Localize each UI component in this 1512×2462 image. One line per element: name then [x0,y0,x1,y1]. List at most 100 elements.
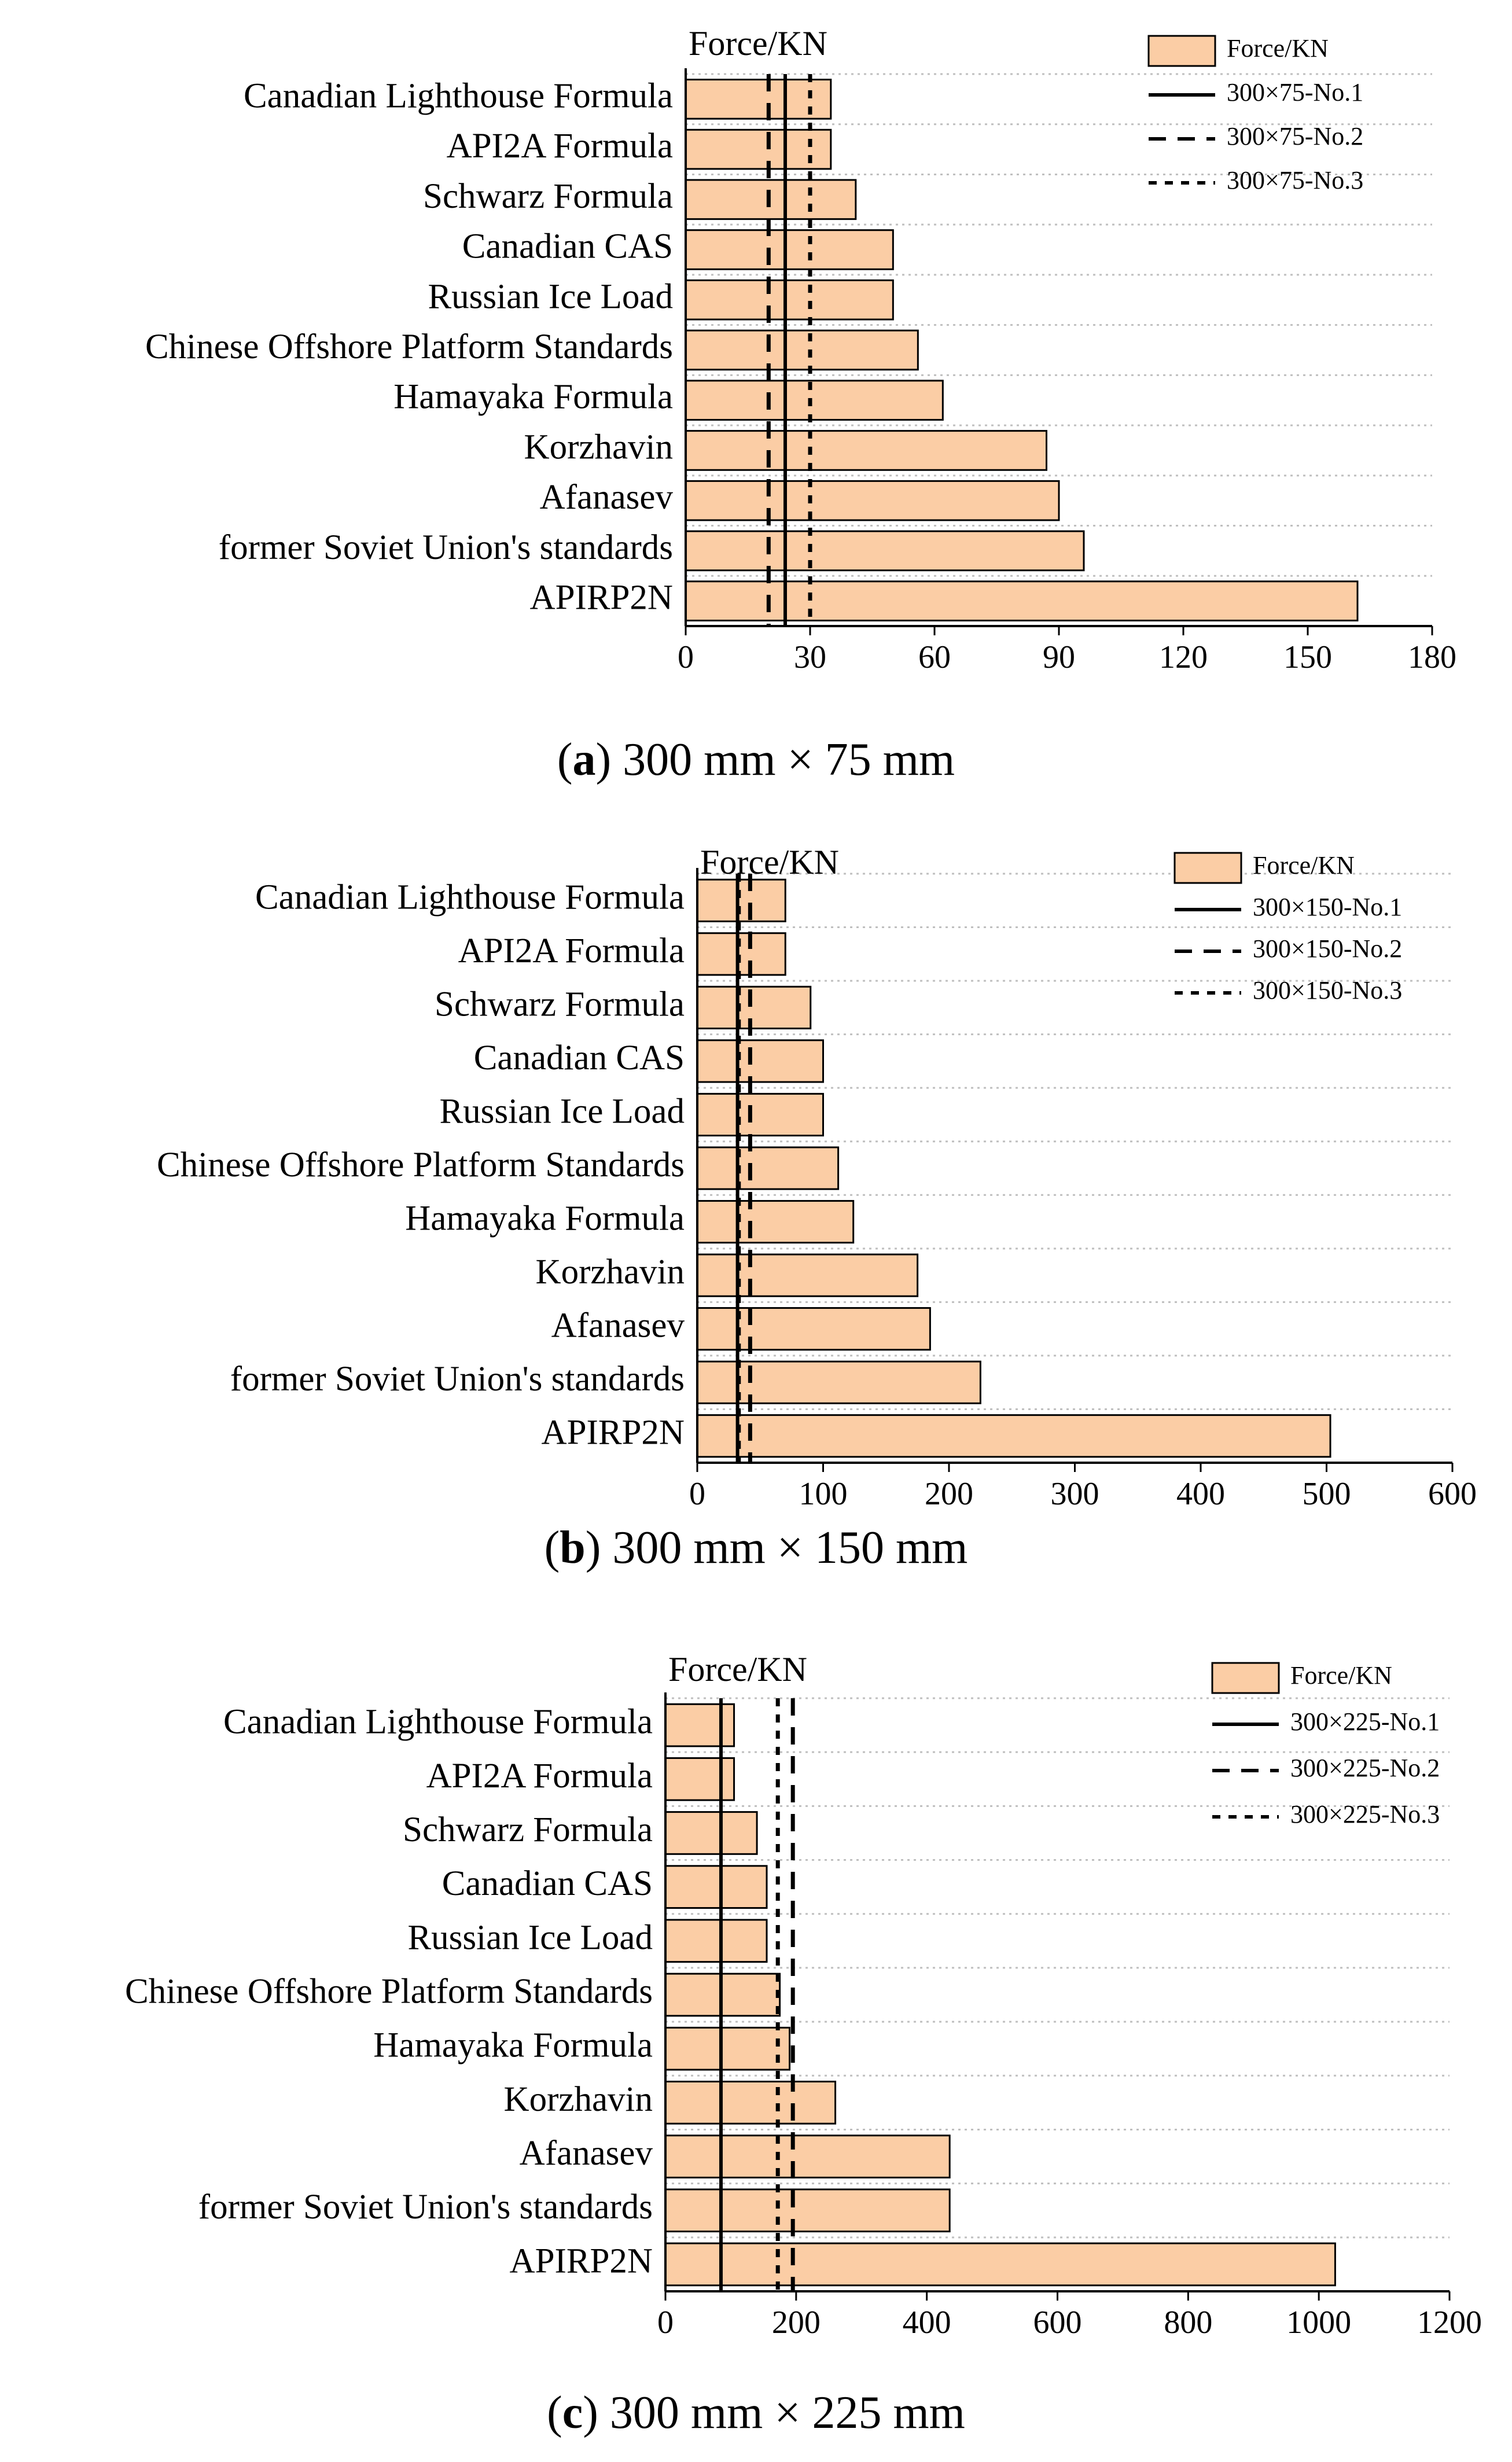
bar-6 [685,329,919,371]
chart-a: Canadian Lighthouse Formula API2A Formula… [145,24,1456,675]
category-label: Russian Ice Load [408,1918,653,1957]
bar-5 [696,1092,824,1137]
category-label: Canadian Lighthouse Formula [223,1703,653,1742]
legend-label: 300×225-No.1 [1290,1707,1440,1736]
x-tick-label: 1200 [1417,2305,1482,2340]
legend-label: 300×75-No.1 [1227,78,1363,106]
category-label: Schwarz Formula [423,177,673,216]
category-label: Afanasev [540,478,674,517]
bar-8 [664,2081,837,2125]
category-label: Hamayaka Formula [405,1199,685,1238]
category-label: Schwarz Formula [435,985,685,1024]
x-tick-label: 600 [1033,2305,1082,2340]
bar-2 [685,128,832,170]
category-label: Korzhavin [504,2080,653,2119]
axis-title: Force/KN [668,1650,807,1688]
category-label: API2A Formula [447,127,673,165]
axis-title: Force/KN [700,843,839,881]
bar-10 [664,2188,951,2233]
bar-7 [696,1199,855,1244]
x-tick-label: 60 [918,639,951,675]
bar-2 [664,1757,735,1801]
bar-5 [685,279,894,321]
legend-label: 300×75-No.3 [1227,166,1363,194]
x-tick-label: 200 [772,2305,821,2340]
legend-label: Force/KN [1253,851,1355,879]
category-label: Chinese Offshore Platform Standards [145,327,673,366]
chart-b: Canadian Lighthouse Formula API2A Formula… [157,843,1477,1512]
chart-c: Canadian Lighthouse Formula API2A Formula… [125,1650,1482,2340]
x-tick-label: 0 [678,639,694,675]
x-tick-label: 150 [1283,639,1332,675]
bar-4 [696,1039,824,1083]
x-tick-label: 400 [903,2305,951,2340]
category-label: Hamayaka Formula [393,378,673,417]
bar-1 [696,878,786,922]
bar-10 [696,1360,981,1404]
category-label: Canadian Lighthouse Formula [244,76,673,115]
bar-11 [685,580,1359,621]
bar-3 [664,1811,758,1855]
bar-9 [696,1307,931,1351]
bar-8 [685,430,1047,471]
bar-7 [664,2026,791,2071]
x-tick-label: 1000 [1286,2305,1351,2340]
category-label: Canadian Lighthouse Formula [255,878,685,917]
category-label: APIRP2N [530,579,673,617]
category-label: Canadian CAS [474,1039,685,1077]
bar-4 [664,1865,768,1909]
category-label: Afanasev [551,1307,685,1345]
bar-5 [664,1919,768,1963]
category-label: API2A Formula [426,1757,653,1795]
legend-label: 300×225-No.2 [1290,1754,1440,1782]
axis-title: Force/KN [689,24,827,62]
bar-10 [685,530,1085,572]
bar-9 [685,480,1060,521]
bar-4 [685,229,894,270]
x-tick-label: 120 [1159,639,1208,675]
category-label: Chinese Offshore Platform Standards [157,1146,685,1184]
category-label: Afanasev [520,2134,653,2173]
legend-label: Force/KN [1290,1661,1392,1690]
category-label: Schwarz Formula [403,1810,653,1849]
caption-a: (a) 300 mm × 75 mm [557,734,955,785]
x-tick-label: 400 [1176,1476,1225,1512]
legend-bar-swatch [1211,1662,1280,1694]
category-label: Canadian CAS [462,227,673,266]
bar-3 [696,985,812,1029]
x-tick-label: 90 [1043,639,1075,675]
caption-b: (b) 300 mm × 150 mm [544,1522,968,1573]
bar-9 [664,2135,951,2178]
bar-1 [664,1703,735,1747]
category-label: former Soviet Union's standards [198,2188,653,2227]
category-label: Hamayaka Formula [373,2026,653,2065]
category-label: former Soviet Union's standards [219,528,673,567]
legend-bar-swatch [1173,852,1242,884]
category-label: Korzhavin [524,428,673,466]
x-tick-label: 600 [1428,1476,1477,1512]
category-label: Russian Ice Load [440,1092,685,1131]
x-tick-label: 100 [799,1476,848,1512]
bar-8 [696,1253,919,1297]
category-label: Russian Ice Load [428,277,674,316]
x-tick-label: 180 [1408,639,1456,675]
legend-label: 300×75-No.2 [1227,122,1363,150]
legend-label: Force/KN [1227,34,1329,62]
x-tick-label: 200 [925,1476,973,1512]
legend-label: 300×150-No.3 [1253,976,1402,1004]
category-label: former Soviet Union's standards [230,1360,685,1399]
legend-bar-swatch [1147,35,1216,67]
x-tick-label: 0 [689,1476,705,1512]
bar-11 [696,1414,1331,1458]
legend-label: 300×150-No.1 [1253,893,1402,921]
bar-7 [685,380,944,421]
bar-11 [664,2242,1336,2287]
bar-3 [685,179,857,220]
bar-2 [696,932,786,976]
bar-6 [696,1146,840,1190]
x-tick-label: 800 [1164,2305,1212,2340]
category-label: Chinese Offshore Platform Standards [125,1972,653,2011]
category-label: Canadian CAS [442,1864,653,1903]
x-tick-label: 0 [657,2305,674,2340]
caption-c: (c) 300 mm × 225 mm [547,2387,965,2438]
